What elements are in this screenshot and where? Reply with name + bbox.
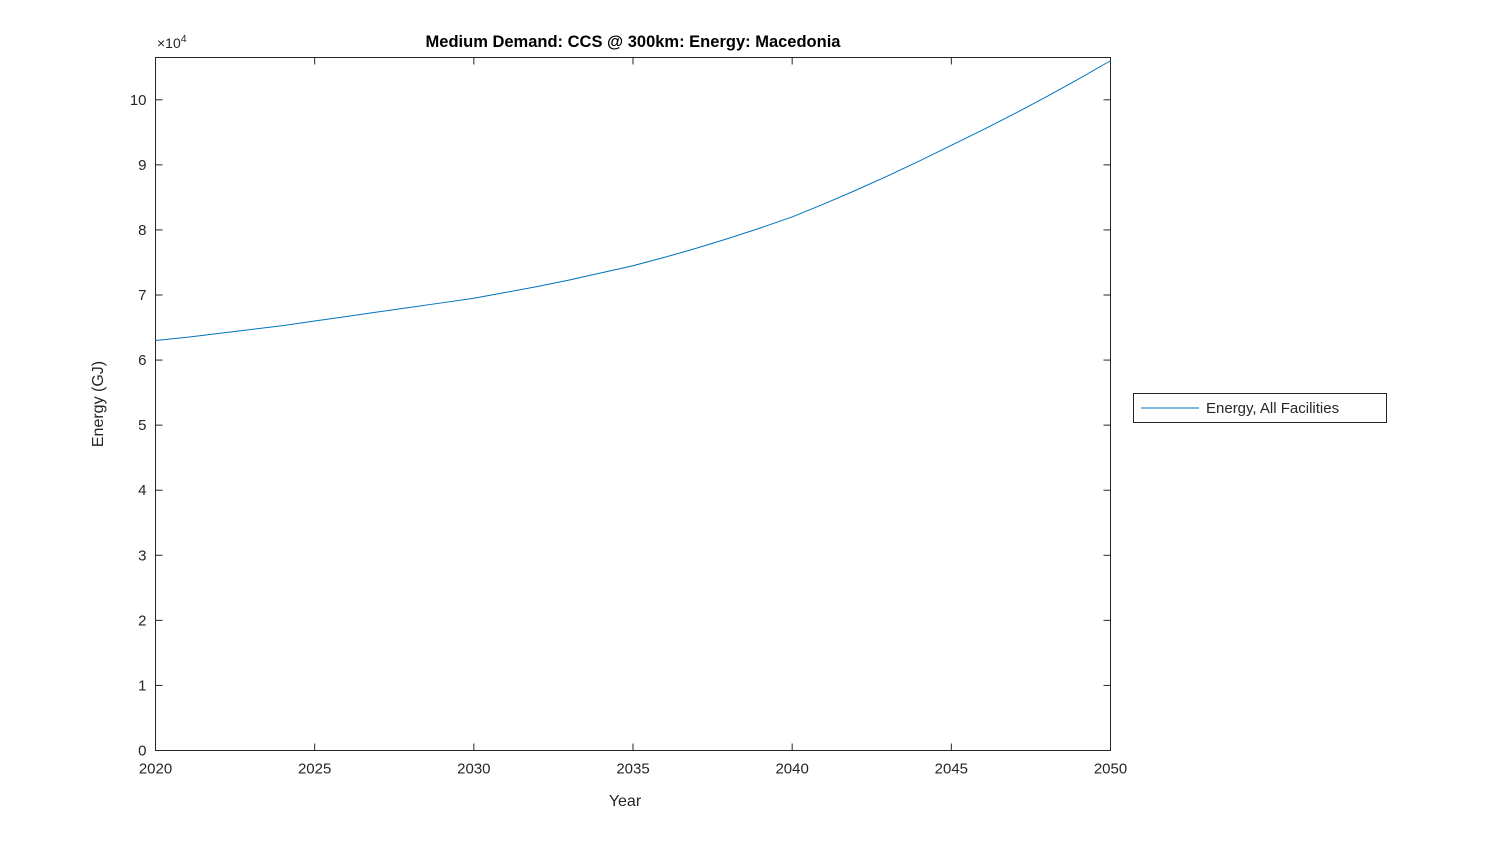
y-tick-label: 10	[130, 92, 147, 109]
y-tick-label: 1	[138, 677, 146, 694]
y-tick-label: 6	[138, 352, 146, 369]
y-tick-label: 5	[138, 417, 146, 434]
y-tick-label: 8	[138, 222, 146, 239]
y-axis-multiplier: ×104	[157, 33, 187, 51]
y-axis-multiplier-exponent: 4	[181, 33, 187, 45]
legend-entry-label: Energy, All Facilities	[1206, 400, 1339, 417]
y-tick-label: 9	[138, 157, 146, 174]
chart-title: Medium Demand: CCS @ 300km: Energy: Mace…	[426, 33, 842, 51]
x-tick-label: 2030	[457, 761, 490, 778]
y-tick-label: 2	[138, 612, 146, 629]
x-tick-label: 2020	[139, 761, 172, 778]
x-tick-label: 2050	[1094, 761, 1127, 778]
y-tick-label: 4	[138, 482, 146, 499]
x-tick-label: 2045	[935, 761, 968, 778]
y-tick-label: 7	[138, 287, 146, 304]
data-series	[155, 60, 1111, 342]
y-tick-label: 3	[138, 547, 146, 564]
legend: Energy, All Facilities	[1133, 393, 1387, 423]
x-tick-label: 2035	[616, 761, 649, 778]
axis-ticks: 2020 2025 2030 2035 2040 2045 2050 0 1 2 3 4 5 6 7 8 9 10	[130, 57, 1127, 778]
x-tick-label: 2025	[298, 761, 331, 778]
series-line	[155, 60, 1111, 342]
y-tick-label: 0	[138, 743, 146, 760]
y-axis-multiplier-base: ×10	[157, 35, 181, 51]
x-axis-label: Year	[609, 793, 642, 810]
x-tick-label: 2040	[775, 761, 808, 778]
y-axis-label: Energy (GJ)	[90, 361, 107, 447]
plot-box	[155, 57, 1111, 751]
